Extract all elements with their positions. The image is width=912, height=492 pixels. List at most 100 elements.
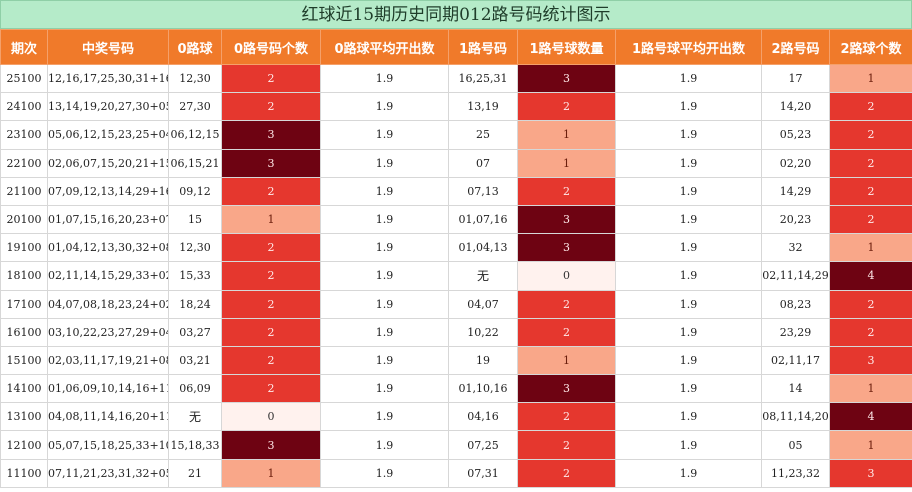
cell-r1-avg: 1.9: [615, 63, 762, 94]
cell-r2-count: 4: [829, 261, 912, 291]
cell-r1-count: 2: [517, 402, 616, 432]
table-row: 22100 02,06,07,15,20,21+15 06,15,21 3 1.9 07 1…: [0, 148, 912, 178]
table-row: 18100 02,11,14,15,29,33+02 15,33 2 1.9 无 0 1.9 0…: [0, 261, 912, 291]
header-r1-avg: 1路号球平均开出数: [615, 29, 762, 65]
cell-r0-count: 2: [221, 289, 321, 319]
cell-r2: 08,23: [761, 289, 830, 319]
cell-r1-avg: 1.9: [615, 402, 762, 432]
table-row: 13100 04,08,11,14,16,20+11 无 0 1.9 04,16 2 1.9 0…: [0, 402, 912, 432]
cell-r0: 03,21: [168, 345, 222, 376]
cell-r1-count: 1: [517, 120, 616, 150]
cell-r2-count: 1: [829, 374, 912, 404]
cell-r1-count: 0: [517, 261, 616, 291]
cell-issue: 21100: [0, 176, 48, 206]
cell-r1-avg: 1.9: [615, 289, 762, 319]
cell-r1-avg: 1.9: [615, 317, 762, 347]
cell-r0: 18,24: [168, 289, 222, 319]
cell-r0-avg: 1.9: [320, 374, 449, 404]
cell-r1-avg: 1.9: [615, 430, 762, 460]
cell-r1-avg: 1.9: [615, 345, 762, 376]
cell-issue: 16100: [0, 317, 48, 347]
cell-issue: 24100: [0, 92, 48, 122]
cell-r1: 无: [448, 261, 518, 291]
cell-r1: 25: [448, 120, 518, 150]
cell-r0-count: 0: [221, 402, 321, 432]
cell-r1-count: 1: [517, 345, 616, 376]
cell-r0-avg: 1.9: [320, 176, 449, 206]
header-row: 期次 中奖号码 0路球 0路号码个数 0路球平均开出数 1路号码 1路号球数量 …: [0, 29, 912, 65]
cell-r2: 17: [761, 63, 830, 94]
table-row: 21100 07,09,12,13,14,29+16 09,12 2 1.9 07,13 2…: [0, 176, 912, 206]
cell-r0-avg: 1.9: [320, 63, 449, 94]
cell-r1: 01,07,16: [448, 204, 518, 235]
cell-r0: 15,18,33: [168, 430, 222, 460]
cell-r2-count: 2: [829, 120, 912, 150]
cell-r0-avg: 1.9: [320, 120, 449, 150]
cell-issue: 23100: [0, 120, 48, 150]
cell-r0: 12,30: [168, 63, 222, 94]
cell-r1: 04,07: [448, 289, 518, 319]
cell-r0: 15,33: [168, 261, 222, 291]
cell-r1: 07: [448, 148, 518, 178]
table-row: 23100 05,06,12,15,23,25+04 06,12,15 3 1.9 25 1…: [0, 120, 912, 150]
cell-r0-count: 2: [221, 63, 321, 94]
cell-numbers: 05,06,12,15,23,25+04: [47, 120, 169, 150]
header-issue: 期次: [0, 29, 48, 65]
header-r0-avg: 0路球平均开出数: [320, 29, 449, 65]
header-r2: 2路号码: [761, 29, 830, 65]
cell-r1: 13,19: [448, 92, 518, 122]
cell-r1-avg: 1.9: [615, 204, 762, 235]
cell-r1-count: 3: [517, 233, 616, 263]
header-r1: 1路号码: [448, 29, 518, 65]
cell-r2-count: 2: [829, 148, 912, 178]
cell-r1: 01,10,16: [448, 374, 518, 404]
cell-r1-count: 2: [517, 458, 616, 488]
cell-r0-avg: 1.9: [320, 289, 449, 319]
cell-r0-count: 2: [221, 374, 321, 404]
cell-r2-count: 2: [829, 92, 912, 122]
cell-numbers: 02,06,07,15,20,21+15: [47, 148, 169, 178]
cell-r1-count: 3: [517, 63, 616, 94]
cell-r1-count: 2: [517, 92, 616, 122]
cell-r0: 15: [168, 204, 222, 235]
stats-table: 期次 中奖号码 0路球 0路号码个数 0路球平均开出数 1路号码 1路号球数量 …: [0, 29, 912, 488]
cell-r2-count: 2: [829, 289, 912, 319]
header-r0-count: 0路号码个数: [221, 29, 321, 65]
cell-numbers: 05,07,15,18,25,33+10: [47, 430, 169, 460]
cell-r1: 07,31: [448, 458, 518, 488]
cell-r2-count: 1: [829, 63, 912, 94]
cell-issue: 25100: [0, 63, 48, 94]
cell-r1: 07,13: [448, 176, 518, 206]
cell-r1-avg: 1.9: [615, 374, 762, 404]
cell-r1-avg: 1.9: [615, 261, 762, 291]
cell-r2: 14,29: [761, 176, 830, 206]
cell-r2-count: 1: [829, 430, 912, 460]
cell-issue: 18100: [0, 261, 48, 291]
table-row: 25100 12,16,17,25,30,31+16 12,30 2 1.9 16,25,…: [0, 63, 912, 94]
cell-r0: 12,30: [168, 233, 222, 263]
cell-r2: 02,20: [761, 148, 830, 178]
cell-r0-avg: 1.9: [320, 430, 449, 460]
cell-issue: 12100: [0, 430, 48, 460]
cell-r1-count: 3: [517, 374, 616, 404]
cell-r0-count: 2: [221, 233, 321, 263]
cell-issue: 14100: [0, 374, 48, 404]
cell-r1-count: 2: [517, 289, 616, 319]
cell-r1-avg: 1.9: [615, 458, 762, 488]
cell-numbers: 01,07,15,16,20,23+07: [47, 204, 169, 235]
cell-r1: 01,04,13: [448, 233, 518, 263]
cell-r0-avg: 1.9: [320, 317, 449, 347]
cell-r0-count: 2: [221, 261, 321, 291]
cell-issue: 19100: [0, 233, 48, 263]
cell-r1-count: 2: [517, 430, 616, 460]
table-row: 17100 04,07,08,18,23,24+02 18,24 2 1.9 04,07 2…: [0, 289, 912, 319]
cell-r0-count: 2: [221, 317, 321, 347]
cell-r2: 05,23: [761, 120, 830, 150]
cell-r1: 07,25: [448, 430, 518, 460]
cell-r0-avg: 1.9: [320, 402, 449, 432]
cell-issue: 20100: [0, 204, 48, 235]
cell-r0-avg: 1.9: [320, 458, 449, 488]
table-body: 25100 12,16,17,25,30,31+16 12,30 2 1.9 16,25,…: [0, 63, 912, 488]
cell-numbers: 01,04,12,13,30,32+08: [47, 233, 169, 263]
